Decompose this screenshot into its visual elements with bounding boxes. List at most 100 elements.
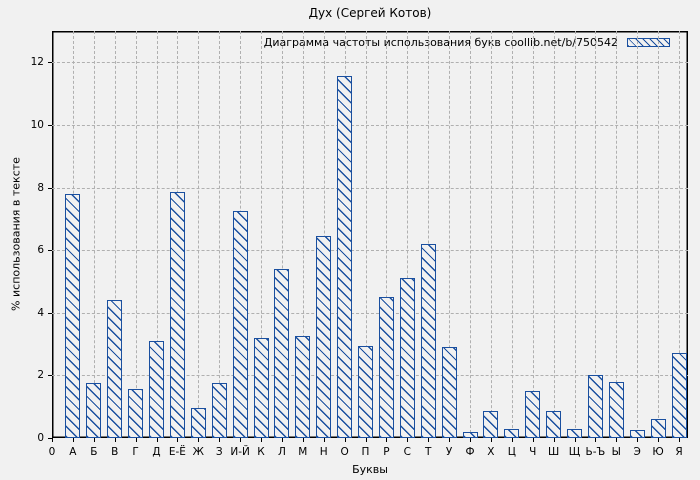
gridline-x-Ж bbox=[198, 31, 200, 438]
gridline-x-Б bbox=[93, 31, 95, 438]
y-tick-10 bbox=[48, 124, 52, 126]
x-tick-Ц bbox=[511, 438, 513, 442]
gridline-x-Ь-Ъ bbox=[595, 31, 597, 438]
x-tick-label-Ф: Ф bbox=[465, 446, 475, 458]
bar-А bbox=[65, 193, 81, 438]
x-tick-label-А: А bbox=[69, 446, 77, 458]
bar-Ф bbox=[462, 431, 478, 438]
gridline-y-4 bbox=[52, 312, 688, 314]
x-tick-label-Т: Т bbox=[424, 446, 432, 458]
x-tick-Г bbox=[135, 438, 137, 442]
gridline-y-12 bbox=[52, 62, 688, 64]
x-tick-label-Х: Х bbox=[487, 446, 495, 458]
x-tick-label-М: М bbox=[298, 446, 308, 458]
bar-Р bbox=[378, 297, 394, 438]
x-tick-label-Ц: Ц bbox=[507, 446, 516, 458]
gridline-x-З bbox=[219, 31, 221, 438]
y-tick-label-10: 10 bbox=[30, 118, 44, 131]
x-tick-label-Э: Э bbox=[633, 446, 641, 458]
y-tick-0 bbox=[48, 438, 52, 439]
gridline-x-Д bbox=[156, 31, 158, 438]
x-tick-К bbox=[261, 438, 262, 442]
x-tick-Н bbox=[323, 438, 325, 442]
bar-М bbox=[295, 336, 311, 438]
bar-Ч bbox=[525, 391, 541, 438]
bar-О bbox=[337, 76, 353, 438]
bar-Ы bbox=[608, 381, 624, 438]
bar-Л bbox=[274, 268, 290, 438]
gridline-x-Ы bbox=[616, 31, 618, 438]
x-tick-Я bbox=[679, 438, 680, 442]
x-tick-label-Е-Ё: Е-Ё bbox=[168, 446, 186, 458]
gridline-x-М bbox=[302, 31, 304, 438]
x-tick-Ь-Ъ bbox=[595, 438, 597, 442]
x-tick-Р bbox=[386, 438, 388, 442]
y-tick-label-12: 12 bbox=[30, 56, 44, 69]
x-tick-И-Й bbox=[240, 438, 242, 442]
bar-У bbox=[441, 347, 457, 438]
bar-Б bbox=[86, 383, 102, 438]
x-tick-Ф bbox=[470, 438, 471, 442]
x-tick-Б bbox=[93, 438, 95, 442]
y-tick-8 bbox=[48, 187, 52, 189]
x-tick-label-Ю: Ю bbox=[652, 446, 664, 458]
bar-З bbox=[211, 383, 227, 438]
bar-Г bbox=[128, 389, 144, 438]
x-tick-label-С: С bbox=[403, 446, 411, 458]
bar-Я bbox=[671, 353, 687, 438]
bar-И-Й bbox=[232, 211, 248, 438]
legend-hatch-swatch bbox=[627, 38, 670, 47]
x-tick-О bbox=[344, 438, 346, 442]
gridline-x-В bbox=[114, 31, 116, 438]
bar-Щ bbox=[567, 428, 582, 438]
y-tick-12 bbox=[48, 62, 52, 64]
gridline-x-С bbox=[407, 31, 409, 438]
x-axis-label: Буквы bbox=[352, 463, 388, 476]
x-tick-З bbox=[219, 438, 221, 442]
x-tick-label-origin: 0 bbox=[48, 446, 56, 458]
gridline-y-10 bbox=[52, 124, 688, 126]
x-tick-label-Я: Я bbox=[675, 446, 683, 458]
gridline-x-Ц bbox=[511, 31, 513, 438]
gridline-x-Ф bbox=[470, 31, 471, 438]
gridline-x-Ш bbox=[553, 31, 555, 438]
x-tick-label-Д: Д bbox=[152, 446, 161, 458]
x-tick-Ж bbox=[198, 438, 200, 442]
y-tick-label-0: 0 bbox=[37, 432, 44, 444]
x-tick-П bbox=[365, 438, 367, 442]
x-tick-label-Ь-Ъ: Ь-Ъ bbox=[585, 446, 606, 458]
x-tick-label-П: П bbox=[361, 446, 370, 458]
chart-title: Дух (Сергей Котов) bbox=[308, 6, 432, 20]
x-tick-Ш bbox=[553, 438, 555, 442]
bar-Ю bbox=[650, 419, 666, 438]
plot-area: Диаграмма частоты использования букв coo… bbox=[48, 31, 688, 442]
x-tick-label-У: У bbox=[445, 446, 453, 458]
x-tick-label-Ш: Ш bbox=[547, 446, 560, 458]
bar-Э bbox=[629, 430, 645, 438]
gridline-x-Т bbox=[428, 31, 430, 438]
x-tick-У bbox=[449, 438, 451, 442]
x-tick-М bbox=[302, 438, 304, 442]
gridline-y-6 bbox=[52, 250, 688, 252]
gridline-x-Ч bbox=[532, 31, 534, 438]
gridline-x-Я bbox=[679, 31, 680, 438]
x-tick-Т bbox=[428, 438, 430, 442]
x-tick-label-К: К bbox=[257, 446, 265, 458]
x-tick-label-Г: Г bbox=[132, 446, 139, 458]
x-tick-label-О: О bbox=[340, 446, 349, 458]
x-tick-label-И-Й: И-Й bbox=[230, 446, 250, 458]
bar-Ц bbox=[504, 428, 520, 438]
x-tick-label-Л: Л bbox=[277, 446, 286, 458]
gridline-x-У bbox=[449, 31, 451, 438]
x-tick-origin bbox=[52, 438, 53, 442]
bar-Н bbox=[316, 236, 332, 438]
y-tick-4 bbox=[48, 312, 52, 314]
x-tick-label-З: З bbox=[215, 446, 223, 458]
y-tick-2 bbox=[48, 375, 52, 377]
bar-К bbox=[253, 337, 269, 438]
gridline-x-Г bbox=[135, 31, 137, 438]
gridline-x-П bbox=[365, 31, 367, 438]
bar-Ш bbox=[546, 411, 562, 438]
y-tick-6 bbox=[48, 250, 52, 252]
